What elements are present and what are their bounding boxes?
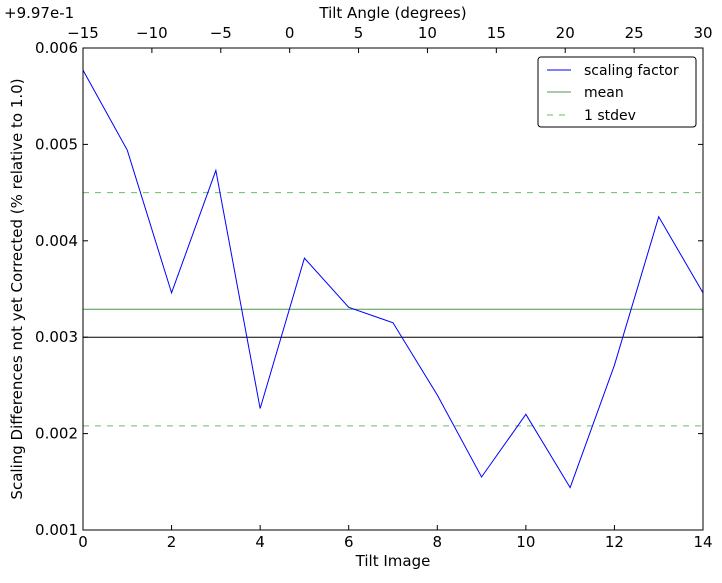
x-tick-label: 2 bbox=[167, 533, 177, 551]
offset-text: +9.97e-1 bbox=[4, 4, 74, 22]
legend-label-stdev: 1 stdev bbox=[584, 108, 636, 124]
x-tick-label: 4 bbox=[255, 533, 265, 551]
x-tick-label: 12 bbox=[605, 533, 624, 551]
top-x-tick-label: −5 bbox=[210, 24, 232, 42]
top-x-tick-label: 5 bbox=[354, 24, 364, 42]
y-tick-label: 0.003 bbox=[35, 328, 78, 346]
top-x-tick-label: 10 bbox=[418, 24, 437, 42]
series-line-scaling-factor bbox=[83, 70, 703, 487]
top-x-axis-label: Tilt Angle (degrees) bbox=[318, 4, 466, 22]
top-x-tick-label: 0 bbox=[285, 24, 295, 42]
x-tick-label: 8 bbox=[433, 533, 443, 551]
x-tick-label: 6 bbox=[344, 533, 354, 551]
x-tick-label: 10 bbox=[516, 533, 535, 551]
y-axis-label: Scaling Differences not yet Corrected (%… bbox=[8, 78, 26, 499]
x-tick-label: 14 bbox=[693, 533, 712, 551]
y-tick-label: 0.002 bbox=[35, 425, 78, 443]
top-x-tick-label: 15 bbox=[487, 24, 506, 42]
y-tick-label: 0.005 bbox=[35, 135, 78, 153]
legend-label-scaling-factor: scaling factor bbox=[584, 63, 679, 79]
y-tick-label: 0.004 bbox=[35, 232, 78, 250]
top-x-tick-label: 20 bbox=[556, 24, 575, 42]
legend: scaling factor mean 1 stdev bbox=[538, 57, 696, 127]
top-x-tick-label: −10 bbox=[136, 24, 168, 42]
legend-label-mean: mean bbox=[584, 85, 624, 101]
top-x-tick-label: 30 bbox=[693, 24, 712, 42]
y-tick-label: 0.001 bbox=[35, 521, 78, 539]
top-x-tick-label: 25 bbox=[625, 24, 644, 42]
top-x-tick-label: −15 bbox=[67, 24, 99, 42]
x-tick-label: 0 bbox=[78, 533, 88, 551]
x-axis-label: Tilt Image bbox=[355, 552, 431, 570]
